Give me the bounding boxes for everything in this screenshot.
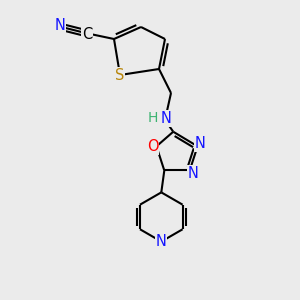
Text: C: C <box>82 27 92 42</box>
Text: S: S <box>115 68 125 82</box>
Text: N: N <box>187 166 198 181</box>
Text: N: N <box>161 111 172 126</box>
Text: O: O <box>147 139 159 154</box>
Text: N: N <box>156 234 167 249</box>
Text: N: N <box>55 18 65 33</box>
Text: H: H <box>147 112 158 125</box>
Text: N: N <box>195 136 206 151</box>
